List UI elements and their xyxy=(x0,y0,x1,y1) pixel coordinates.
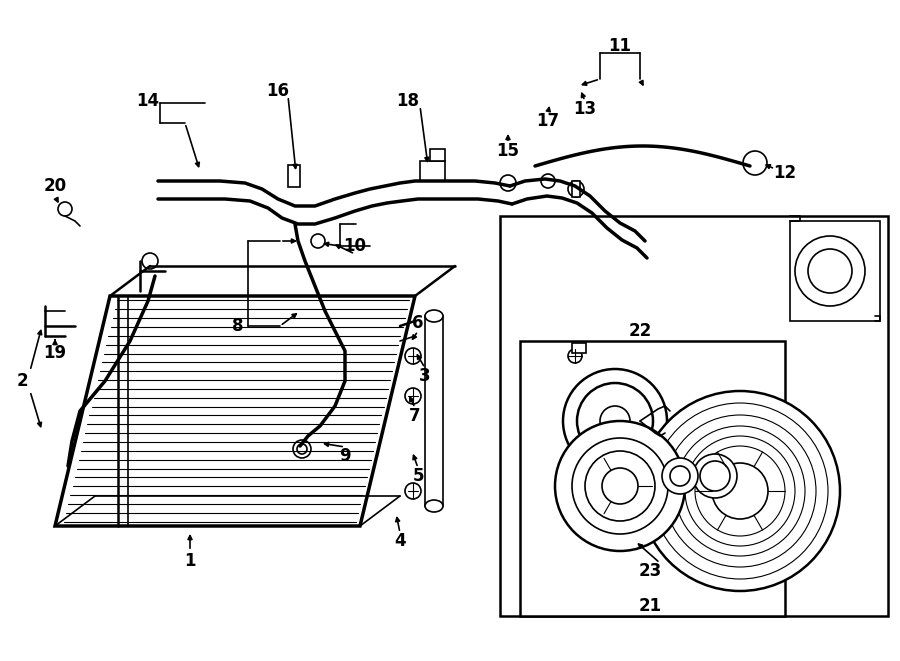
Text: 10: 10 xyxy=(344,237,366,255)
Circle shape xyxy=(693,454,737,498)
Circle shape xyxy=(712,463,768,519)
Circle shape xyxy=(311,234,325,248)
Bar xyxy=(420,161,445,181)
Circle shape xyxy=(293,440,311,458)
Circle shape xyxy=(795,236,865,306)
Text: 21: 21 xyxy=(638,597,662,615)
Text: 17: 17 xyxy=(536,112,560,130)
Circle shape xyxy=(405,388,421,404)
Text: 18: 18 xyxy=(397,92,419,110)
Circle shape xyxy=(563,369,667,473)
Text: 9: 9 xyxy=(339,447,351,465)
Circle shape xyxy=(662,458,698,494)
Circle shape xyxy=(685,436,795,546)
Circle shape xyxy=(555,421,685,551)
Text: 22: 22 xyxy=(628,322,652,340)
Circle shape xyxy=(743,151,767,175)
Text: 5: 5 xyxy=(412,467,424,485)
Text: 12: 12 xyxy=(773,164,796,182)
Text: 3: 3 xyxy=(419,367,431,385)
Text: 15: 15 xyxy=(497,142,519,160)
Circle shape xyxy=(577,383,653,459)
Ellipse shape xyxy=(425,310,443,322)
Bar xyxy=(572,181,580,197)
Text: 13: 13 xyxy=(573,100,597,118)
Circle shape xyxy=(602,468,638,504)
Bar xyxy=(520,341,785,616)
Circle shape xyxy=(572,438,668,534)
Bar xyxy=(572,343,586,353)
Text: 6: 6 xyxy=(412,314,424,332)
Text: 14: 14 xyxy=(137,92,159,110)
Bar xyxy=(500,216,888,616)
Circle shape xyxy=(664,415,816,567)
Bar xyxy=(430,149,445,161)
Text: 1: 1 xyxy=(184,552,196,570)
Circle shape xyxy=(640,391,840,591)
Circle shape xyxy=(808,249,852,293)
Text: 11: 11 xyxy=(608,37,632,55)
Circle shape xyxy=(568,181,584,197)
Bar xyxy=(425,316,443,506)
Polygon shape xyxy=(55,296,415,526)
Text: 19: 19 xyxy=(43,344,67,362)
Circle shape xyxy=(297,444,307,454)
Ellipse shape xyxy=(425,500,443,512)
Circle shape xyxy=(142,253,158,269)
Circle shape xyxy=(405,348,421,364)
Circle shape xyxy=(700,461,730,491)
Text: 7: 7 xyxy=(410,407,421,425)
Circle shape xyxy=(695,446,785,536)
Text: 23: 23 xyxy=(638,562,662,580)
Circle shape xyxy=(500,175,516,191)
Circle shape xyxy=(541,174,555,188)
Circle shape xyxy=(568,349,582,363)
Circle shape xyxy=(585,451,655,521)
Circle shape xyxy=(405,483,421,499)
Bar xyxy=(790,221,880,321)
Text: 2: 2 xyxy=(16,372,28,390)
Circle shape xyxy=(675,426,805,556)
Text: 20: 20 xyxy=(43,177,67,195)
Circle shape xyxy=(670,466,690,486)
Circle shape xyxy=(600,406,630,436)
Text: 8: 8 xyxy=(232,317,244,335)
Text: 16: 16 xyxy=(266,82,290,100)
Bar xyxy=(288,165,300,187)
Text: 4: 4 xyxy=(394,532,406,550)
Circle shape xyxy=(652,403,828,579)
Circle shape xyxy=(58,202,72,216)
